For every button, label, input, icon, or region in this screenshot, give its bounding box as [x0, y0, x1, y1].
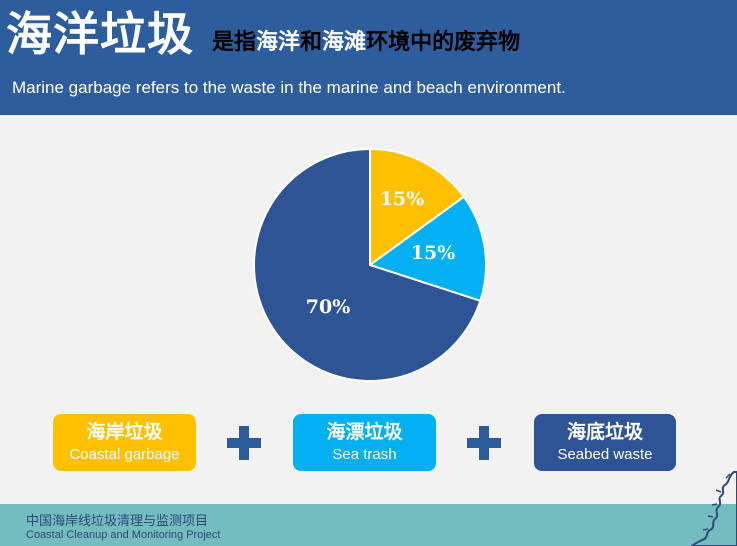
slice-label: 70% — [306, 296, 351, 318]
pie-slice — [367, 195, 487, 303]
card-subtitle: Coastal garbage — [69, 446, 180, 463]
english-subtitle: Marine garbage refers to the waste in th… — [12, 78, 566, 97]
header-banner: 海洋垃圾 是指海洋和海滩环境中的废弃物 Marine garbage refer… — [0, 0, 737, 115]
card-title: 海岸垃圾 — [86, 421, 163, 443]
pie-slice — [369, 147, 466, 267]
card-seabed-waste: 海底垃圾 Seabed waste — [534, 414, 676, 471]
footer-project-name-cn: 中国海岸线垃圾清理与监测项目 — [26, 513, 209, 528]
pie-slice — [253, 147, 482, 382]
card-title: 海底垃圾 — [566, 421, 643, 443]
card-sea-trash: 海漂垃圾 Sea trash — [293, 414, 436, 471]
page-title: 海洋垃圾 — [6, 7, 194, 61]
plus-icon — [467, 426, 501, 460]
card-subtitle: Seabed waste — [557, 446, 653, 463]
plus-icon — [227, 426, 261, 460]
footer-project-name-en: Coastal Cleanup and Monitoring Project — [26, 529, 221, 541]
subtitle-part: 环境中的废弃物 — [366, 29, 521, 55]
footer-bar: 中国海岸线垃圾清理与监测项目 Coastal Cleanup and Monit… — [0, 504, 737, 546]
card-title: 海漂垃圾 — [326, 421, 403, 443]
card-coastal-garbage: 海岸垃圾 Coastal garbage — [53, 414, 196, 471]
page-subtitle: 是指海洋和海滩环境中的废弃物 — [212, 26, 520, 58]
slice-label: 15% — [411, 242, 456, 264]
subtitle-part: 是指 — [212, 29, 257, 55]
subtitle-part: 海洋 — [256, 29, 301, 55]
subtitle-part: 和 — [300, 29, 323, 55]
subtitle-part: 海滩 — [322, 29, 367, 55]
card-subtitle: Sea trash — [332, 446, 397, 463]
coastline-map-icon — [690, 471, 737, 546]
slice-label: 15% — [380, 188, 425, 210]
